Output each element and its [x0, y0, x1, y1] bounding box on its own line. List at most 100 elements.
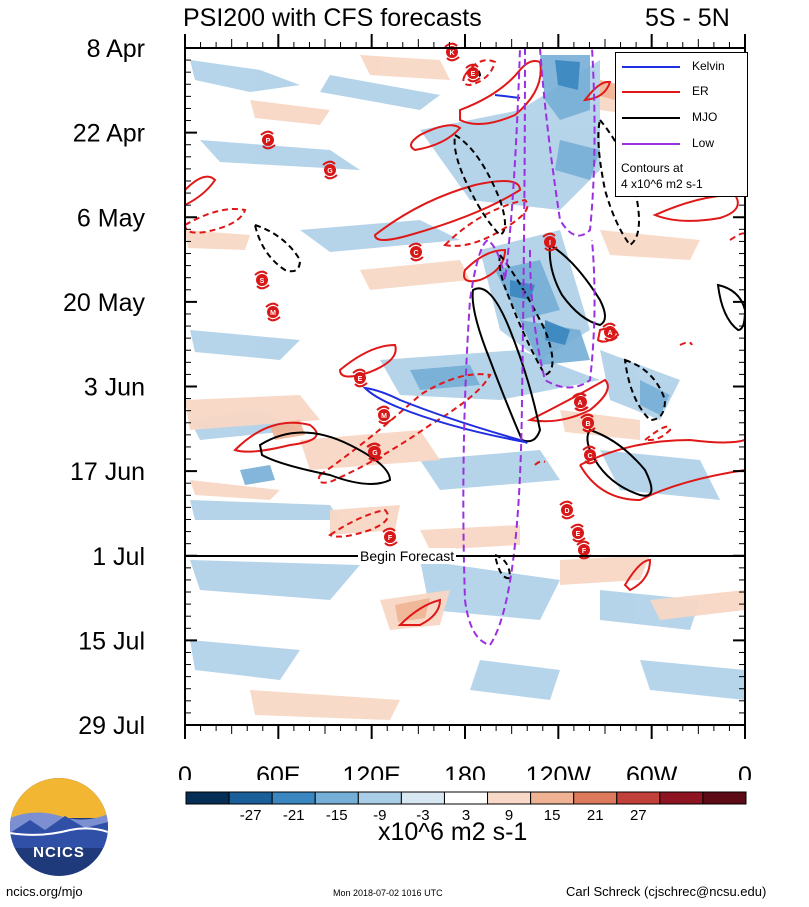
x-tick-label: 60E — [256, 762, 300, 780]
colorbar-swatch — [573, 791, 618, 805]
colorbar-swatch — [702, 791, 747, 805]
colorbar-tick-label: 9 — [505, 807, 513, 821]
anomaly-field — [185, 48, 745, 725]
region-label: 5S - 5N — [645, 4, 730, 32]
y-tick-label: 17 Jun — [70, 458, 145, 486]
legend-label-kelvin: Kelvin — [692, 59, 725, 73]
footer-timestamp: Mon 2018-07-02 1016 UTC — [333, 888, 443, 898]
tc-marker: C — [582, 445, 598, 465]
tc-marker: G — [367, 442, 383, 462]
colorbar-swatch — [659, 791, 704, 805]
colorbar-swatch — [530, 791, 575, 805]
colorbar-swatch — [228, 791, 273, 805]
footer-author: Carl Schreck (cjschrec@ncsu.edu) — [566, 884, 767, 899]
tc-markers: KEPGCSMMGEIAEMGABCDEFF — [254, 42, 618, 560]
legend-contour-line1: Contours at — [621, 161, 684, 175]
colorbar-swatch — [443, 791, 489, 805]
tc-marker-label: E — [471, 71, 476, 78]
x-tick-label: 0 — [178, 762, 192, 780]
legend-label-er: ER — [692, 84, 709, 98]
colorbar-tick-label: -3 — [416, 807, 429, 821]
y-tick-label: 29 Jul — [78, 712, 145, 740]
tc-marker: C — [408, 242, 424, 262]
tc-marker: P — [260, 130, 276, 150]
colorbar-tick-label: -9 — [373, 807, 386, 821]
tc-marker-label: E — [576, 531, 581, 538]
tc-marker: S — [254, 270, 270, 290]
x-tick-label: 60W — [626, 762, 678, 780]
y-tick-label: 22 Apr — [73, 120, 145, 148]
tc-marker-label: E — [358, 376, 363, 383]
tc-marker-label: M — [270, 310, 276, 317]
colorbar-swatch — [616, 791, 661, 805]
tc-marker-label: A — [607, 330, 612, 337]
logo-text: NCICS — [33, 844, 85, 861]
colorbar-swatch — [185, 791, 230, 805]
x-tick-label: 0 — [738, 762, 752, 780]
legend-contour-line2: 4 x10^6 m2 s-1 — [621, 177, 703, 191]
x-axis: 0 60E 120E 180 120W 60W 0 — [178, 34, 752, 780]
tc-marker: I — [542, 232, 558, 252]
tc-marker-label: A — [577, 400, 582, 407]
begin-forecast-label: Begin Forecast — [358, 548, 457, 564]
y-tick-label: 6 May — [77, 204, 146, 232]
colorbar: -27 -21 -15 -9 -3 3 9 15 21 27 — [185, 791, 747, 821]
y-tick-label: 20 May — [63, 289, 145, 317]
tc-marker-label: C — [413, 250, 418, 257]
x-tick-label: 120W — [526, 762, 592, 780]
colorbar-tick-label: 27 — [630, 807, 647, 821]
tc-marker-label: B — [585, 421, 590, 428]
tc-marker: M — [376, 405, 392, 425]
ncics-logo: NCICS — [10, 778, 108, 876]
y-tick-label: 15 Jul — [78, 627, 145, 655]
tc-marker: A — [602, 322, 618, 342]
tc-marker: A — [572, 392, 588, 412]
colorbar-swatch — [487, 791, 532, 805]
tc-marker-label: G — [372, 450, 378, 457]
x-tick-label: 120E — [342, 762, 400, 780]
tc-marker-label: C — [587, 453, 592, 460]
legend: Kelvin ER MJO Low Contours at 4 x10^6 m2… — [615, 52, 748, 197]
colorbar-tick-label: 15 — [544, 807, 561, 821]
tc-marker-label: P — [266, 138, 271, 145]
colorbar-swatch — [400, 791, 445, 805]
colorbar-tick-label: -15 — [326, 807, 348, 821]
colorbar-tick-label: -21 — [283, 807, 305, 821]
y-axis: 8 Apr 22 Apr 6 May 20 May 3 Jun 17 Jun 1 Jul 15… — [63, 35, 745, 740]
tc-marker: G — [322, 160, 338, 180]
tc-marker-label: K — [449, 50, 454, 57]
tc-marker: F — [576, 540, 592, 560]
colorbar-swatch — [271, 791, 316, 805]
tc-marker: E — [352, 368, 368, 388]
colorbar-tick-label: -27 — [240, 807, 262, 821]
tc-marker: M — [265, 302, 281, 322]
y-tick-label: 3 Jun — [84, 374, 145, 402]
legend-label-mjo: MJO — [692, 110, 718, 124]
tc-marker-label: M — [381, 413, 387, 420]
y-tick-label: 8 Apr — [87, 35, 145, 63]
legend-contour-note: Contours at 4 x10^6 m2 s-1 — [621, 160, 703, 192]
tc-marker-label: I — [549, 240, 551, 247]
tc-marker-label: G — [327, 168, 333, 175]
tc-marker-label: S — [260, 278, 265, 285]
chart-title: PSI200 with CFS forecasts — [183, 4, 482, 32]
tc-marker: E — [465, 63, 481, 83]
tc-marker-label: F — [582, 548, 587, 555]
tc-marker-label: F — [388, 535, 393, 542]
tc-marker: B — [580, 413, 596, 433]
colorbar-tick-label: 3 — [462, 807, 470, 821]
colorbar-unit: x10^6 m2 s-1 — [378, 818, 528, 846]
tc-marker: E — [570, 523, 586, 543]
y-tick-label: 1 Jul — [92, 543, 145, 571]
colorbar-tick-label: 21 — [587, 807, 604, 821]
colorbar-swatch — [357, 791, 402, 805]
footer-url[interactable]: ncics.org/mjo — [6, 884, 83, 899]
logo-graphic — [10, 778, 108, 876]
legend-label-low: Low — [692, 136, 715, 150]
tc-marker-label: D — [564, 508, 569, 515]
x-tick-label: 180 — [444, 762, 486, 780]
tc-marker: D — [559, 500, 575, 520]
tc-marker: F — [382, 527, 398, 547]
colorbar-swatch — [314, 791, 359, 805]
